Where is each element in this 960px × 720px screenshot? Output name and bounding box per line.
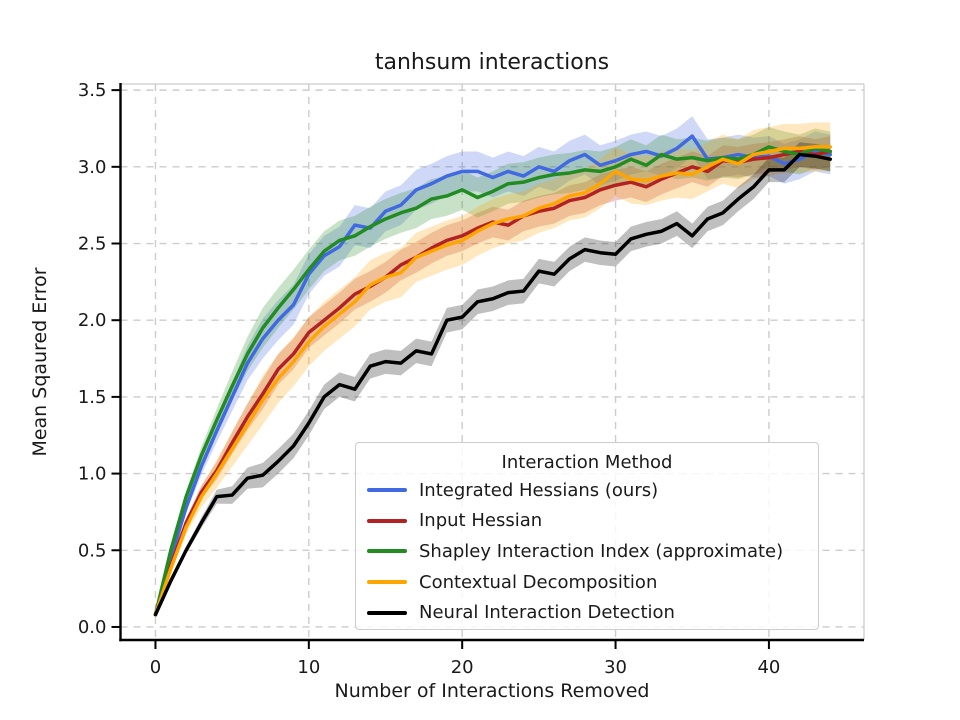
legend-item-4: Neural Interaction Detection bbox=[356, 597, 818, 628]
y-tick-label: 3.5 bbox=[78, 80, 107, 101]
series-line-2 bbox=[153, 145, 833, 617]
legend-label: Integrated Hessians (ours) bbox=[419, 479, 659, 501]
y-tick-label: 3.0 bbox=[78, 157, 107, 178]
legend-swatch bbox=[367, 580, 407, 585]
legend-swatch bbox=[367, 549, 407, 554]
legend-item-1: Input Hessian bbox=[356, 506, 818, 537]
x-tick-label: 40 bbox=[757, 657, 780, 678]
y-tick-label: 1.5 bbox=[78, 387, 107, 408]
legend-title: Interaction Method bbox=[501, 452, 673, 473]
y-tick-label: 0.0 bbox=[78, 617, 107, 638]
legend: Interaction Method Integrated Hessians (… bbox=[355, 442, 819, 630]
y-tick-label: 2.5 bbox=[78, 234, 107, 255]
x-tick-label: 10 bbox=[297, 657, 320, 678]
chart-title: tanhsum interactions bbox=[374, 50, 610, 75]
legend-label: Contextual Decomposition bbox=[419, 571, 658, 593]
y-axis-label: Mean Sqaured Error bbox=[29, 267, 51, 457]
legend-item-0: Integrated Hessians (ours) bbox=[356, 475, 818, 506]
legend-swatch bbox=[367, 488, 407, 493]
legend-label: Neural Interaction Detection bbox=[419, 602, 675, 624]
legend-item-3: Contextual Decomposition bbox=[356, 567, 818, 598]
legend-swatch bbox=[367, 610, 407, 615]
legend-item-2: Shapley Interaction Index (approximate) bbox=[356, 536, 818, 567]
legend-rows: Integrated Hessians (ours) Input Hessian S… bbox=[356, 475, 818, 628]
series-line-4 bbox=[153, 152, 833, 617]
legend-swatch bbox=[367, 518, 407, 523]
y-tick-label: 2.0 bbox=[78, 310, 107, 331]
x-tick-label: 0 bbox=[150, 657, 161, 678]
legend-label: Input Hessian bbox=[419, 510, 543, 532]
series-line-3 bbox=[153, 145, 833, 617]
x-axis-label: Number of Interactions Removed bbox=[334, 680, 650, 702]
x-tick-label: 30 bbox=[604, 657, 627, 678]
y-tick-label: 1.0 bbox=[78, 464, 107, 485]
legend-label: Shapley Interaction Index (approximate) bbox=[419, 540, 784, 562]
x-tick-label: 20 bbox=[451, 657, 474, 678]
confidence-band-1 bbox=[155, 136, 831, 615]
confidence-band-2 bbox=[155, 126, 831, 615]
confidence-band-0 bbox=[155, 116, 831, 615]
y-tick-label: 0.5 bbox=[78, 540, 107, 561]
